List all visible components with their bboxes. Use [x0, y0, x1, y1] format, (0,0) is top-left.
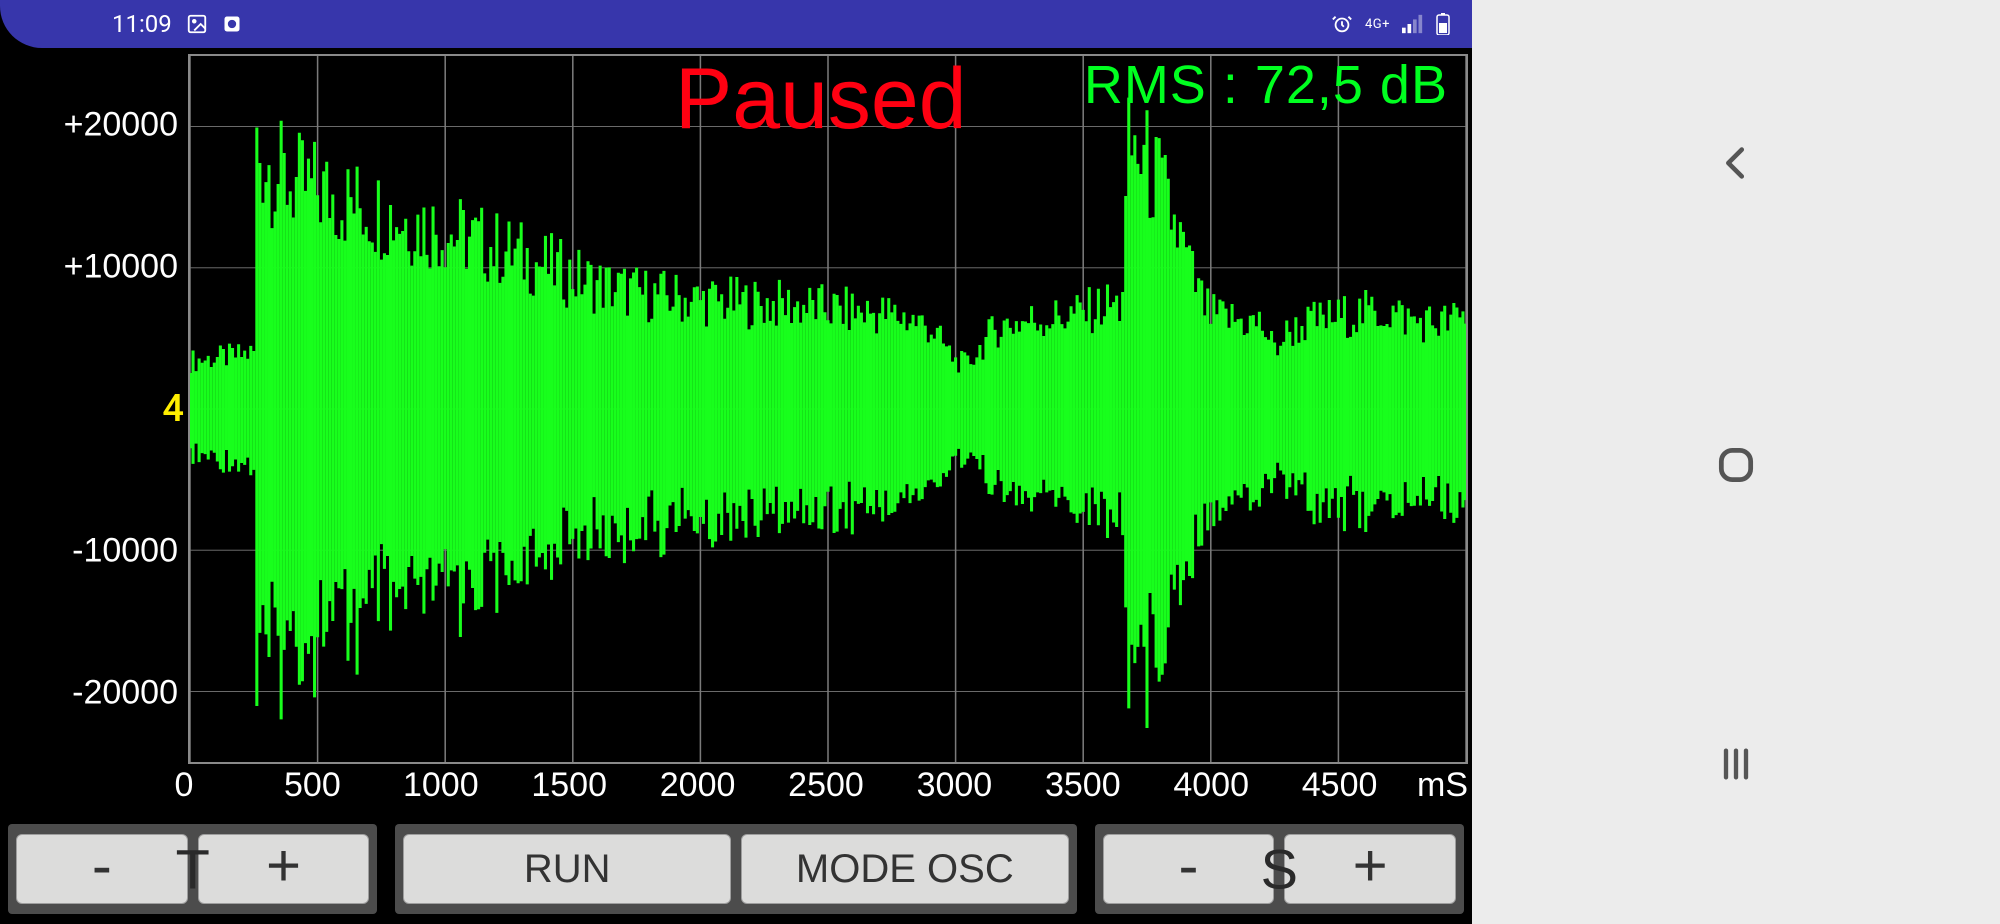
oscilloscope-app: 4 +20000+10000-10000-20000 Paused RMS : … — [0, 48, 1472, 924]
rms-readout: RMS : 72,5 dB — [1084, 54, 1448, 116]
y-axis: 4 +20000 +10000 -10000 -20000 — [4, 54, 188, 764]
scale-plus-button[interactable]: + — [1284, 834, 1456, 904]
nav-recents-button[interactable] — [1716, 744, 1756, 784]
center-group: RUN MODE OSC — [395, 824, 1076, 914]
y-tick-label: +20000 — [64, 106, 178, 145]
signal-icon — [1402, 14, 1424, 34]
nav-back-button[interactable] — [1713, 140, 1759, 186]
time-scale-group: - T + — [8, 824, 377, 914]
waveform — [190, 56, 1466, 762]
x-tick-label: 1500 — [531, 766, 607, 805]
disc-icon — [222, 14, 242, 34]
x-tick-label: 4500 — [1302, 766, 1378, 805]
network-type-label: 4G+ — [1365, 18, 1390, 31]
time-plus-button[interactable]: + — [198, 834, 370, 904]
zero-level-marker: 4 — [162, 387, 184, 431]
image-icon — [186, 13, 208, 35]
status-clock: 11:09 — [112, 10, 172, 38]
y-tick-label: -20000 — [72, 674, 178, 713]
phone-screen: 11:09 4G+ 4 +20000+ — [0, 0, 1472, 924]
time-minus-button[interactable]: - — [16, 834, 188, 904]
status-right: 4G+ — [1331, 13, 1450, 35]
scale-minus-button[interactable]: - — [1103, 834, 1275, 904]
oscilloscope-plot[interactable]: Paused RMS : 72,5 dB — [188, 54, 1468, 764]
nav-home-button[interactable] — [1714, 443, 1758, 487]
x-tick-label: 500 — [284, 766, 341, 805]
x-tick-label: 3000 — [917, 766, 993, 805]
mode-button[interactable]: MODE OSC — [741, 834, 1069, 904]
status-left: 11:09 — [112, 10, 242, 38]
run-button[interactable]: RUN — [403, 834, 731, 904]
amplitude-scale-group: - S + — [1095, 824, 1464, 914]
x-tick-label: 2500 — [788, 766, 864, 805]
x-axis-unit: mS — [1417, 766, 1468, 805]
android-nav-bar — [1472, 0, 2000, 924]
paused-label: Paused — [675, 54, 967, 149]
x-axis: mS 050010001500200025003000350040004500 — [184, 764, 1468, 816]
alarm-icon — [1331, 13, 1353, 35]
chart-area: 4 +20000 +10000 -10000 -20000 Paused RMS : … — [0, 48, 1472, 764]
android-status-bar: 11:09 4G+ — [0, 0, 1472, 48]
y-tick-label: -10000 — [72, 532, 178, 571]
battery-icon — [1436, 13, 1450, 35]
x-tick-label: 0 — [175, 766, 194, 805]
control-bar: - T + RUN MODE OSC - S + — [0, 816, 1472, 924]
x-tick-label: 3500 — [1045, 766, 1121, 805]
x-tick-label: 1000 — [403, 766, 479, 805]
x-tick-label: 4000 — [1173, 766, 1249, 805]
y-tick-label: +10000 — [64, 248, 178, 287]
x-tick-label: 2000 — [660, 766, 736, 805]
